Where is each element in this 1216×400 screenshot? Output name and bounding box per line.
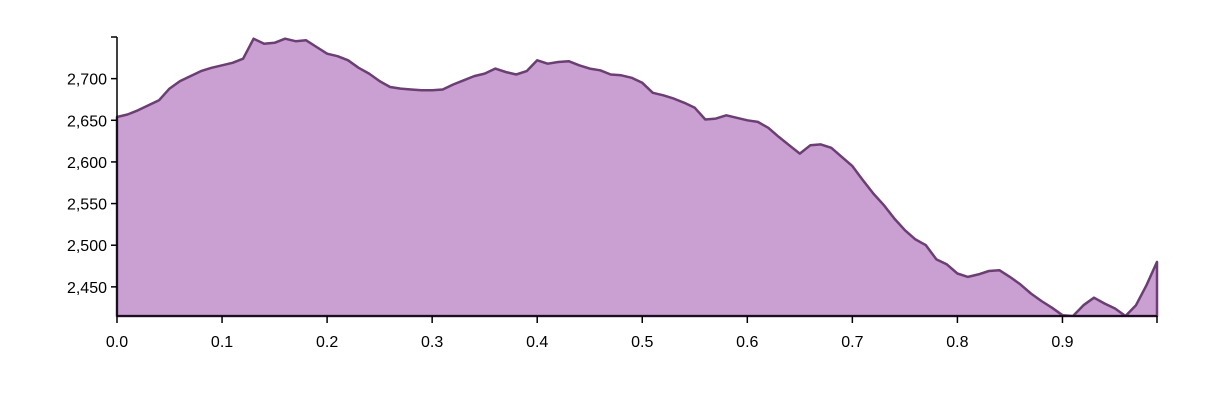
y-axis-ticks: 2,450 2,500 2,550 2,600 2,650 2,700 [67, 36, 117, 297]
x-tick-label: 0.2 [316, 334, 338, 351]
x-tick-label: 0.5 [631, 334, 653, 351]
area-series-0 [115, 37, 1159, 318]
axes [116, 37, 1157, 317]
y-tick-label: 2,650 [67, 113, 107, 130]
y-tick-label: 2,600 [67, 155, 107, 172]
x-tick-label: 0.9 [1051, 334, 1073, 351]
x-tick-label: 0.8 [946, 334, 968, 351]
plot-area [115, 37, 1159, 318]
x-tick-label: 0.6 [736, 334, 758, 351]
x-tick-label: 0.0 [106, 334, 128, 351]
y-tick-label: 2,700 [67, 72, 107, 89]
x-tick-label: 0.4 [526, 334, 548, 351]
y-tick-label: 2,550 [67, 197, 107, 214]
x-axis-ticks: 0.0 0.1 0.2 0.3 0.4 0.5 0.6 0.7 0.8 0.9 [106, 316, 1158, 351]
x-tick-label: 0.1 [211, 334, 233, 351]
y-tick-label: 2,500 [67, 238, 107, 255]
y-tick-label: 2,450 [67, 280, 107, 297]
x-tick-label: 0.3 [421, 334, 443, 351]
x-tick-label: 0.7 [841, 334, 863, 351]
